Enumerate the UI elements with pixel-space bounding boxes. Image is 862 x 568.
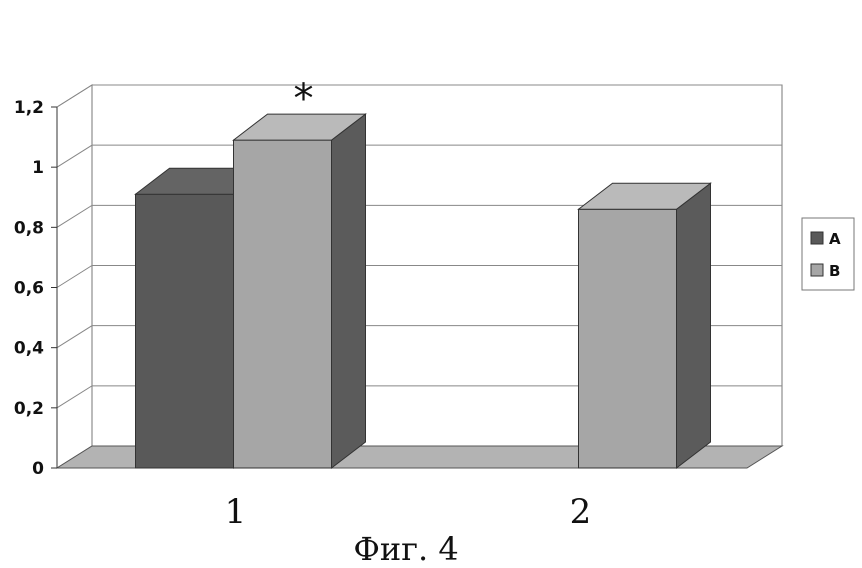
- bar-front: [579, 209, 677, 468]
- figure-caption: Фиг. 4: [0, 530, 812, 568]
- bar-side: [332, 114, 366, 468]
- x-tick-label: 2: [570, 492, 592, 530]
- significance-marker: *: [294, 76, 314, 122]
- x-axis-ticks: 12: [225, 492, 592, 530]
- bar-front: [136, 194, 234, 468]
- annotations: *: [294, 76, 314, 122]
- legend-label-A: A: [829, 230, 841, 248]
- x-tick-label: 1: [225, 492, 247, 530]
- y-tick-label: 0,2: [14, 399, 44, 419]
- y-tick-label: 0: [32, 459, 44, 479]
- y-tick-label: 1: [32, 158, 44, 178]
- y-tick-label: 0,6: [14, 279, 44, 299]
- bar-side: [677, 183, 711, 468]
- bar-B-2: [579, 183, 711, 468]
- y-tick-label: 1,2: [14, 98, 44, 118]
- legend-swatch-A: [811, 232, 823, 244]
- legend: AB: [802, 218, 854, 290]
- y-axis-ticks: 0 0,2 0,4 0,6 0,8 1 1,2: [14, 98, 57, 479]
- bar-B-1: [234, 114, 366, 468]
- legend-swatch-B: [811, 264, 823, 276]
- bar-front: [234, 140, 332, 468]
- y-tick-label: 0,4: [14, 339, 44, 359]
- legend-label-B: B: [829, 262, 840, 280]
- bar-chart: 00,20,40,60,811,2 12 * AB: [0, 0, 862, 530]
- y-tick-label: 0,8: [14, 218, 44, 238]
- legend-box: [802, 218, 854, 290]
